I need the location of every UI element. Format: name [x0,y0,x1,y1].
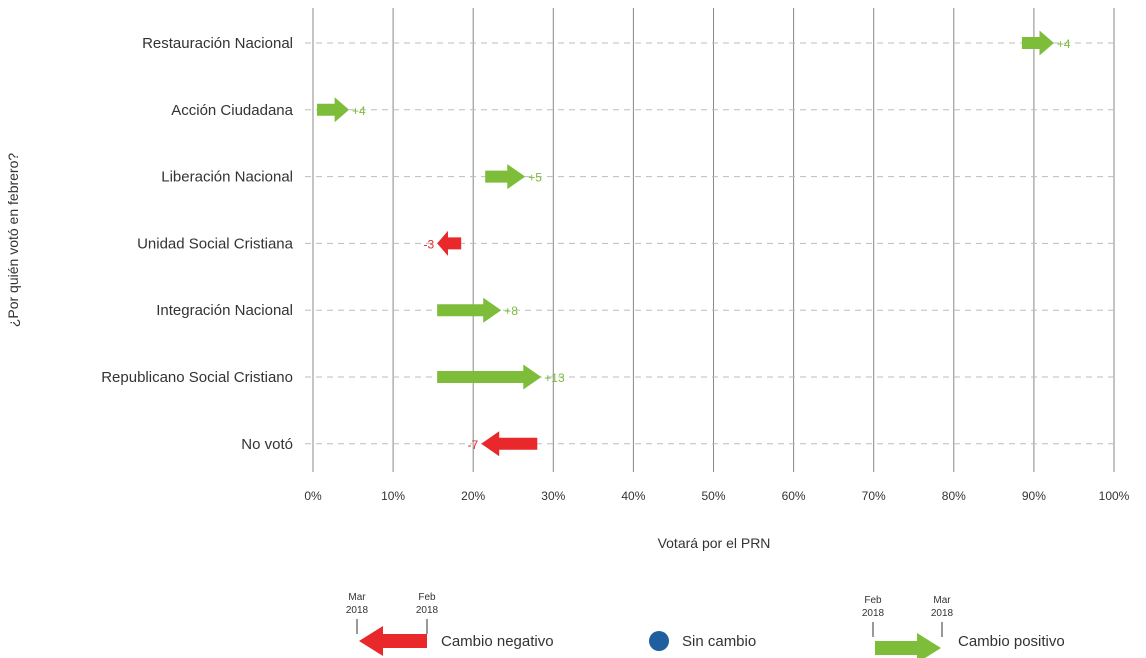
positive-change-arrow [437,297,502,323]
category-label: No votó [241,436,293,453]
legend-negative-left-bottom: 2018 [346,605,369,616]
positive-change-arrow [485,164,526,190]
x-tick-label: 40% [621,489,645,503]
category-label: Republicano Social Cristiano [101,369,293,386]
x-tick-label: 0% [304,489,322,503]
legend-positive-left-bottom: 2018 [862,608,885,619]
legend-negative: Mar 2018 Feb 2018 Cambio negativo [346,592,554,656]
positive-change-arrow [317,97,350,123]
category-label: Unidad Social Cristiana [137,235,294,252]
legend-no-change-label: Sin cambio [682,633,756,650]
category-labels: Restauración Nacional Acción Ciudadana Lib… [101,35,293,453]
x-axis-title: Votará por el PRN [658,535,771,551]
y-axis-title: ¿Por quién votó en febrero? [5,153,21,328]
x-tick-label: 80% [942,489,966,503]
negative-change-arrow [481,431,538,457]
category-label: Integración Nacional [156,302,293,319]
legend-negative-arrow [359,626,427,656]
legend-positive-arrow [875,633,941,658]
legend-positive-label: Cambio positivo [958,633,1065,650]
x-tick-labels: 0% 10% 20% 30% 40% 50% 60% 70% 80% 90% 100% [304,489,1129,503]
negative-change-arrow [437,230,462,256]
positive-change-arrow [1021,30,1054,56]
legend-positive-right-top: Mar [933,595,951,606]
x-tick-label: 20% [461,489,485,503]
category-label: Acción Ciudadana [171,102,293,119]
change-label: -7 [468,438,479,452]
legend-positive-right-bottom: 2018 [931,608,954,619]
x-tick-label: 90% [1022,489,1046,503]
positive-change-arrow [437,364,542,390]
x-tick-label: 50% [701,489,725,503]
category-label: Liberación Nacional [161,169,293,186]
legend-negative-left-top: Mar [348,592,366,603]
x-tick-label: 30% [541,489,565,503]
change-label: +4 [1057,37,1071,51]
change-label: +4 [352,104,366,118]
legend-negative-label: Cambio negativo [441,633,554,650]
legend-negative-right-top: Feb [418,592,436,603]
category-label: Restauración Nacional [142,35,293,52]
change-label: -3 [423,237,434,251]
x-tick-label: 10% [381,489,405,503]
legend-positive: Feb 2018 Mar 2018 Cambio positivo [862,595,1065,658]
change-label: +13 [544,371,565,385]
change-label: +5 [528,171,542,185]
legend-positive-left-top: Feb [864,595,882,606]
legend-no-change: Sin cambio [649,631,756,651]
x-tick-label: 100% [1099,489,1130,503]
change-label: +8 [504,304,518,318]
x-tick-label: 70% [862,489,886,503]
legend-no-change-dot [649,631,669,651]
legend-negative-right-bottom: 2018 [416,605,439,616]
arrow-marks: +4 +4 +5 -3 +8 +13 -7 [317,30,1071,457]
x-tick-label: 60% [782,489,806,503]
